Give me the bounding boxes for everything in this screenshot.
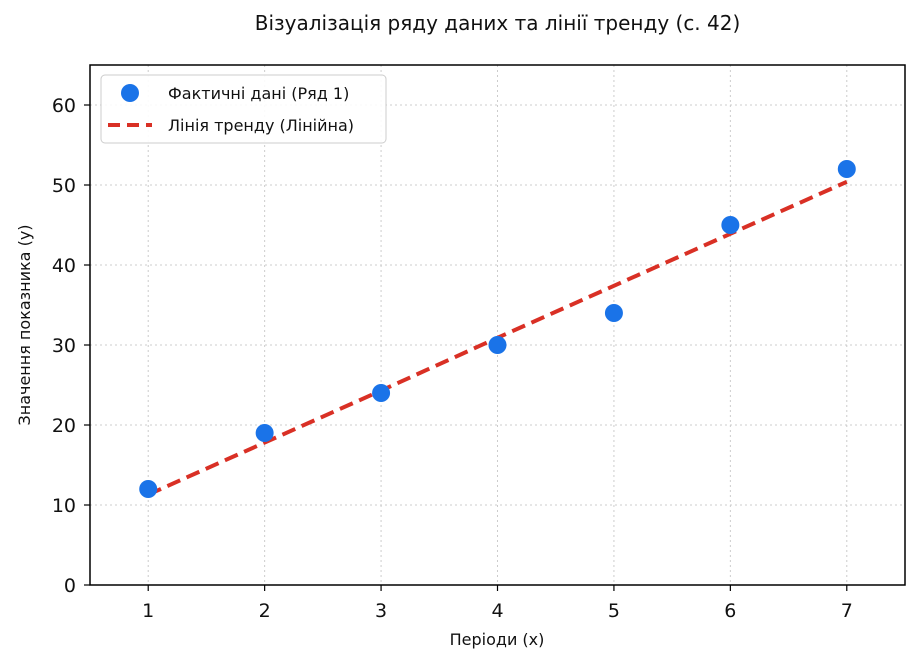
y-tick-label: 30: [52, 335, 76, 357]
x-axis-label: Періоди (x): [450, 630, 545, 649]
x-tick-label: 1: [142, 600, 154, 622]
x-tick-label: 4: [491, 600, 503, 622]
legend-marker-scatter: [121, 84, 139, 102]
y-axis-label: Значення показника (y): [15, 224, 34, 425]
y-tick-label: 60: [52, 95, 76, 117]
data-point: [837, 160, 856, 178]
data-point: [372, 384, 391, 402]
legend-label-scatter: Фактичні дані (Ряд 1): [168, 84, 349, 103]
legend: Фактичні дані (Ряд 1) Лінія тренду (Ліні…: [100, 74, 387, 144]
y-tick-label: 40: [52, 255, 76, 277]
x-tick-label: 2: [259, 600, 271, 622]
x-tick-label: 5: [608, 600, 620, 622]
series-layer: [139, 160, 856, 498]
data-point: [721, 216, 740, 234]
data-point: [604, 304, 623, 322]
legend-box: [100, 74, 387, 144]
chart-title: Візуалізація ряду даних та лінії тренду …: [254, 11, 741, 35]
ticks-layer: 1 2 3 4 5 6 7 0 10 20 30 40 50 60: [52, 95, 853, 622]
y-tick-label: 0: [64, 575, 76, 597]
x-tick-label: 7: [841, 600, 853, 622]
x-tick-label: 6: [724, 600, 736, 622]
legend-label-trend: Лінія тренду (Лінійна): [168, 116, 354, 135]
data-point: [139, 480, 158, 498]
data-point: [255, 424, 274, 442]
data-point: [488, 336, 507, 354]
y-tick-label: 10: [52, 495, 76, 517]
x-tick-label: 3: [375, 600, 387, 622]
y-tick-label: 50: [52, 175, 76, 197]
y-tick-label: 20: [52, 415, 76, 437]
